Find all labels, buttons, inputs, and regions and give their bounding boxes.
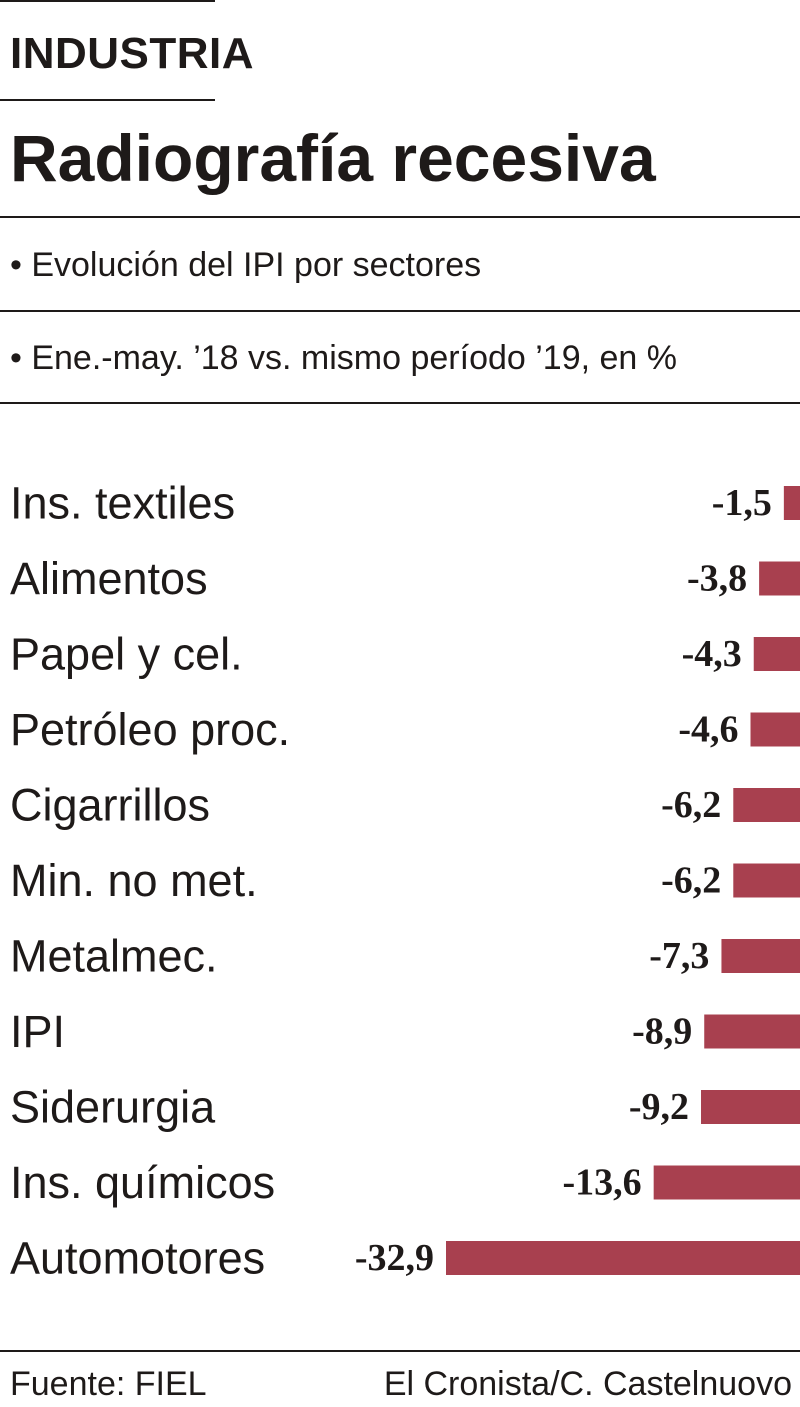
bar — [753, 637, 800, 671]
category-label: Petróleo proc. — [10, 704, 290, 755]
value-label: -32,9 — [355, 1237, 434, 1279]
section-label: INDUSTRIA — [10, 29, 255, 78]
credit-note: El Cronista/C. Castelnuovo — [383, 1365, 792, 1403]
bar — [704, 1014, 800, 1049]
category-label: IPI — [10, 1006, 65, 1057]
category-label: Siderurgia — [10, 1082, 216, 1133]
value-label: -4,3 — [682, 633, 742, 675]
value-label: -9,2 — [629, 1086, 689, 1128]
title-rule — [0, 216, 800, 218]
category-label: Ins. químicos — [10, 1157, 275, 1208]
section-rule — [0, 99, 215, 101]
top-rule — [0, 0, 215, 2]
source-note: Fuente: FIEL — [10, 1365, 207, 1403]
category-label: Metalmec. — [10, 931, 218, 982]
category-label: Automotores — [10, 1233, 265, 1284]
bar — [446, 1241, 800, 1275]
footer-rule — [0, 1350, 800, 1352]
chart-subtitle-2: • Ene.-may. ’18 vs. mismo período ’19, e… — [10, 339, 678, 377]
value-label: -8,9 — [632, 1011, 692, 1053]
value-label: -6,2 — [661, 860, 721, 902]
value-label: -6,2 — [661, 784, 721, 826]
chart-subtitle-1: • Evolución del IPI por sectores — [10, 246, 482, 284]
bar — [783, 486, 800, 520]
value-label: -13,6 — [563, 1162, 642, 1204]
bar — [750, 712, 800, 747]
bar — [733, 788, 800, 822]
bar — [721, 939, 800, 973]
chart-title: Radiografía recesiva — [10, 121, 656, 195]
subtitle-rule-2 — [0, 402, 800, 404]
category-label: Papel y cel. — [10, 629, 243, 680]
bar — [701, 1090, 800, 1124]
value-label: -4,6 — [678, 709, 738, 751]
category-label: Cigarrillos — [10, 780, 210, 831]
category-label: Ins. textiles — [10, 478, 235, 529]
category-label: Alimentos — [10, 553, 208, 604]
value-label: -7,3 — [649, 935, 709, 977]
category-label: Min. no met. — [10, 855, 258, 906]
bar — [759, 561, 800, 596]
value-label: -3,8 — [687, 558, 747, 600]
value-label: -1,5 — [712, 482, 772, 524]
bar — [653, 1165, 800, 1200]
bar-chart: Ins. textiles -1,5 Alimentos -3,8 Papel y ce… — [10, 478, 800, 1284]
bar — [733, 863, 800, 898]
subtitle-rule-1 — [0, 310, 800, 312]
